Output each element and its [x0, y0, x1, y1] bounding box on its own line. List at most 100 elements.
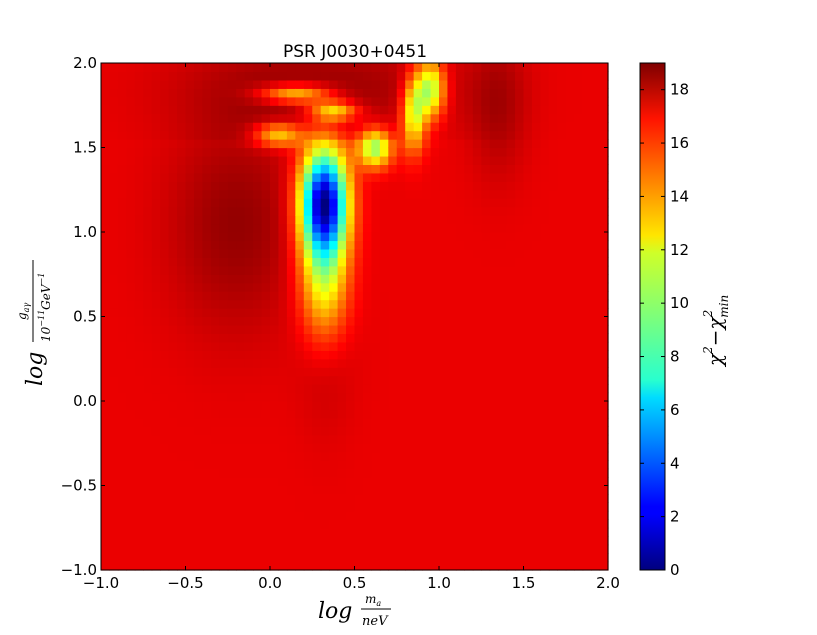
heatmap-cell [219, 63, 229, 73]
heatmap-cell [489, 215, 499, 225]
heatmap-cell [422, 510, 432, 520]
heatmap-cell [253, 282, 263, 292]
heatmap-cell [354, 206, 364, 216]
heatmap-cell [134, 367, 144, 377]
heatmap-cell [337, 502, 347, 512]
heatmap-cell [270, 282, 280, 292]
heatmap-cell [591, 468, 601, 478]
heatmap-cell [295, 417, 305, 427]
heatmap-cell [202, 181, 212, 191]
heatmap-cell [523, 274, 533, 284]
heatmap-cell [193, 544, 203, 554]
heatmap-cell [413, 333, 423, 343]
heatmap-cell [303, 468, 313, 478]
heatmap-cell [320, 88, 330, 98]
heatmap-cell [151, 324, 161, 334]
heatmap-cell [396, 502, 406, 512]
heatmap-cell [143, 409, 153, 419]
heatmap-cell [489, 139, 499, 149]
heatmap-cell [346, 122, 356, 132]
heatmap-cell [126, 341, 136, 351]
heatmap-cell [117, 63, 127, 73]
heatmap-cell [101, 451, 111, 461]
heatmap-cell [219, 493, 229, 503]
heatmap-cell [531, 147, 541, 157]
heatmap-cell [489, 443, 499, 453]
heatmap-cell [557, 147, 567, 157]
heatmap-cell [126, 561, 136, 571]
heatmap-cell [295, 392, 305, 402]
heatmap-cell [346, 350, 356, 360]
heatmap-cell [134, 164, 144, 174]
heatmap-cell [168, 392, 178, 402]
y-axis-label: log gaγ 10−11GeV−1 [15, 260, 53, 386]
heatmap-cell [312, 71, 322, 81]
heatmap-cell [413, 316, 423, 326]
heatmap-cell [354, 79, 364, 89]
heatmap-cell [455, 401, 465, 411]
heatmap-cell [160, 392, 170, 402]
heatmap-cell [193, 401, 203, 411]
heatmap-cell [405, 155, 415, 165]
heatmap-cell [160, 468, 170, 478]
heatmap-cell [362, 417, 372, 427]
heatmap-cell [591, 113, 601, 123]
colorbar-label-text: χ2−χ2 min [701, 295, 731, 368]
heatmap-cell [515, 274, 525, 284]
heatmap-cell [244, 282, 254, 292]
heatmap-cell [286, 468, 296, 478]
heatmap-cell [548, 392, 558, 402]
heatmap-cell [312, 519, 322, 529]
heatmap-cell [405, 493, 415, 503]
heatmap-cell [312, 426, 322, 436]
heatmap-cell [177, 63, 187, 73]
heatmap-cell [388, 460, 398, 470]
heatmap-cell [193, 299, 203, 309]
heatmap-cell [430, 510, 440, 520]
heatmap-cell [177, 493, 187, 503]
heatmap-cell [464, 409, 474, 419]
heatmap-cell [548, 105, 558, 115]
heatmap-cell [193, 553, 203, 563]
heatmap-cell [447, 282, 457, 292]
heatmap-cell [557, 561, 567, 571]
heatmap-cell [362, 215, 372, 225]
heatmap-cell [354, 434, 364, 444]
heatmap-cell [565, 358, 575, 368]
heatmap-cell [430, 536, 440, 546]
heatmap-cell [151, 536, 161, 546]
heatmap-cell [354, 519, 364, 529]
heatmap-cell [312, 502, 322, 512]
heatmap-cell [354, 299, 364, 309]
heatmap-cell [286, 536, 296, 546]
heatmap-cell [168, 367, 178, 377]
heatmap-cell [101, 493, 111, 503]
heatmap-cell [295, 316, 305, 326]
heatmap-cell [253, 232, 263, 242]
heatmap-cell [117, 291, 127, 301]
heatmap-cell [270, 88, 280, 98]
heatmap-cell [362, 536, 372, 546]
heatmap-cell [464, 468, 474, 478]
heatmap-cell [151, 282, 161, 292]
heatmap-cell [439, 147, 449, 157]
heatmap-cell [193, 79, 203, 89]
heatmap-cell [396, 460, 406, 470]
heatmap-cell [151, 130, 161, 140]
heatmap-cell [278, 189, 288, 199]
heatmap-cell [591, 181, 601, 191]
heatmap-cell [202, 417, 212, 427]
heatmap-cell [591, 240, 601, 250]
heatmap-cell [126, 417, 136, 427]
heatmap-cell [270, 240, 280, 250]
heatmap-cell [101, 358, 111, 368]
heatmap-cell [278, 443, 288, 453]
heatmap-cell [329, 147, 339, 157]
heatmap-cell [362, 350, 372, 360]
heatmap-cell [439, 519, 449, 529]
heatmap-cell [481, 88, 491, 98]
heatmap-cell [362, 468, 372, 478]
heatmap-cell [236, 88, 246, 98]
heatmap-cell [168, 139, 178, 149]
heatmap-cell [565, 291, 575, 301]
